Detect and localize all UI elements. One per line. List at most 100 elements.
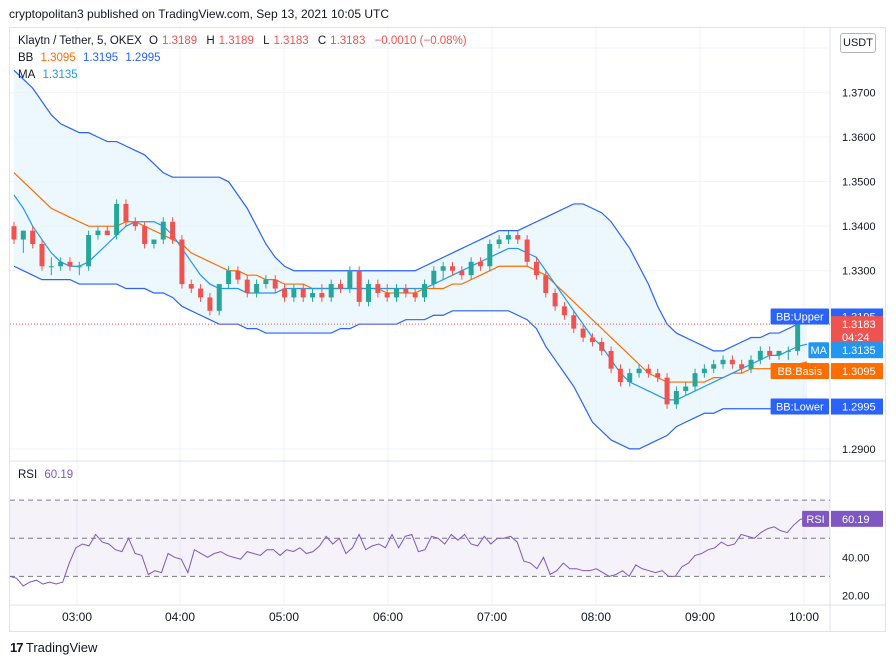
bb-basis-tag-value: 1.3095 [842, 366, 876, 378]
candle-body [701, 368, 707, 374]
candle-body [272, 279, 278, 289]
candle-body [375, 284, 381, 293]
candle-body [235, 270, 241, 280]
candle-body [683, 386, 689, 391]
time-tick-label: 04:00 [165, 610, 195, 624]
candle-body [123, 203, 129, 222]
candle-body [468, 261, 474, 276]
candle-body [254, 284, 260, 293]
candle-body [347, 270, 353, 289]
candle-body [282, 288, 288, 298]
candle-body [561, 306, 567, 316]
candle-body [571, 315, 577, 329]
time-tick-label: 03:00 [62, 610, 92, 624]
candle-body [356, 270, 362, 302]
candle-body [319, 292, 325, 298]
candle-body [627, 373, 633, 383]
candle-body [160, 221, 166, 240]
candle-body [403, 288, 409, 293]
candle-body [440, 266, 446, 271]
rsi-pane [9, 499, 830, 587]
rsi-line [9, 518, 808, 587]
ohlc-low-label: L [263, 35, 270, 47]
legend-ma-row[interactable]: MA 1.3135 [18, 69, 82, 81]
price-tick-label: 1.2900 [842, 444, 876, 456]
time-tick-label: 09:00 [685, 610, 715, 624]
candle-body [645, 368, 651, 374]
candle-body [412, 292, 418, 298]
candle-body [132, 221, 138, 227]
candle-body [244, 279, 250, 293]
candle-body [207, 297, 213, 311]
rsi-tag: RSI 60.19 [802, 510, 883, 527]
legend-rsi-row[interactable]: RSI 60.19 [18, 469, 77, 481]
candle-body [608, 350, 614, 369]
ma-value: 1.3135 [42, 69, 78, 81]
ohlc-change: −0.0010 (−0.08%) [374, 35, 467, 47]
candle-body [76, 266, 82, 268]
axis-tags: BB:Upper1.31951.318304:24MA1.3135BB:Basi… [770, 308, 883, 527]
candle-body [543, 275, 549, 293]
candle-body [748, 359, 754, 369]
candle-body [86, 235, 92, 267]
bb-basis-tag-label-box [770, 363, 829, 380]
candle-body [580, 328, 586, 338]
ma-tag-label: MA [810, 345, 827, 357]
candle-body [515, 235, 521, 240]
legend-bb-row[interactable]: BB 1.3095 1.3195 1.2995 [18, 52, 165, 64]
price-countdown: 04:24 [842, 332, 870, 344]
rsi-tick-label: 40.00 [842, 552, 870, 564]
candle-body [11, 226, 17, 240]
bb-upper-value: 1.3195 [82, 52, 119, 64]
candle-body [394, 288, 400, 298]
candle-body [785, 350, 791, 352]
candle-body [338, 284, 344, 289]
rsi-tag-label-box [802, 510, 829, 527]
bb-upper-tag-label: BB:Upper [776, 311, 824, 323]
bb-lower-line [13, 265, 807, 450]
rsi-value: 60.19 [44, 469, 74, 481]
candle-body [487, 244, 493, 267]
candle-body [776, 350, 782, 356]
candle-body [431, 270, 437, 285]
time-tick-label: 06:00 [373, 610, 403, 624]
rsi-tag-value: 60.19 [842, 514, 870, 526]
bb-lower-tag-label-box [770, 398, 829, 415]
price-tick-label: 1.3400 [842, 221, 876, 233]
symbol-label[interactable]: Klaytn / Tether, 5, OKEX [18, 35, 142, 47]
ma-tag-label-box [808, 342, 829, 359]
rsi-tag-value-box [831, 510, 883, 527]
candle-body [188, 284, 194, 289]
time-tick-label: 10:00 [789, 610, 819, 624]
legend-symbol-row: Klaytn / Tether, 5, OKEX O 1.3189 H 1.3189… [18, 35, 471, 47]
candle-body [711, 364, 717, 369]
chart-frame [9, 27, 886, 632]
rsi-label: RSI [18, 469, 38, 481]
bb-lower-value: 1.2995 [125, 52, 161, 64]
candle-body [328, 284, 334, 298]
ohlc-open: 1.3189 [161, 35, 198, 47]
tradingview-brand: 17 TradingView [10, 640, 97, 655]
candle-body [198, 288, 204, 298]
bb-band-area [14, 70, 807, 449]
candle-body [151, 239, 157, 244]
price-tag-box [831, 316, 883, 345]
price-tick-label: 1.3600 [842, 132, 876, 144]
tradingview-logo-icon: 17 [10, 640, 24, 655]
currency-button[interactable]: USDT [840, 33, 876, 53]
ma-tag-value: 1.3135 [842, 345, 876, 357]
candle-body [552, 292, 558, 307]
ma-tag-value-box [831, 342, 883, 359]
candle-body [729, 359, 735, 365]
candle-body [673, 390, 679, 405]
candle-body [664, 377, 670, 405]
bb-upper-line [13, 69, 808, 352]
candle-body [655, 373, 661, 378]
candle-body [739, 364, 745, 369]
price-tick-label: 1.3300 [842, 266, 876, 278]
candle-body [795, 319, 801, 351]
ohlc-open-label: O [149, 35, 158, 47]
candle-body [104, 230, 110, 236]
rsi-tick-label: 20.00 [842, 590, 870, 602]
